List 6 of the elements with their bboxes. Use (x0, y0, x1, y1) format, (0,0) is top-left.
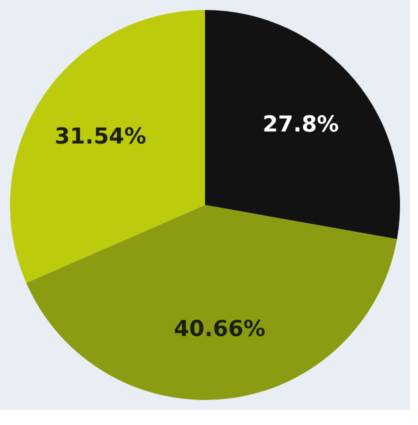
pie-slice (10, 10, 205, 283)
data-label: 31.54% (54, 124, 146, 150)
pie-slice (205, 10, 400, 240)
pie-slice (26, 205, 397, 400)
data-label: 27.8% (262, 112, 339, 138)
data-label: 40.66% (174, 317, 266, 342)
